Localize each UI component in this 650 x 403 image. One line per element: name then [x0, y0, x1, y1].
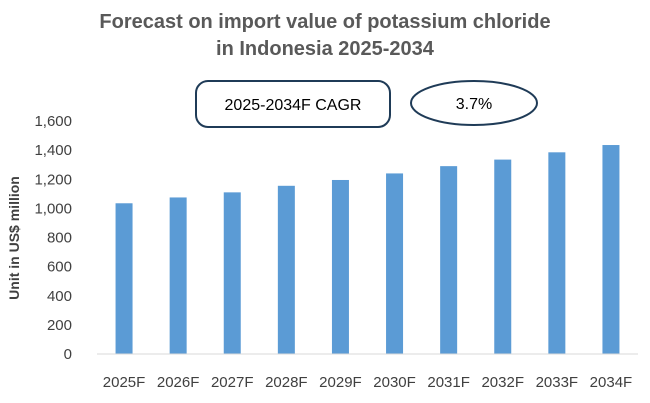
- x-tick-label: 2029F: [319, 374, 362, 391]
- y-tick-label: 1,600: [34, 113, 72, 130]
- y-axis-ticks: 0 200 400 600 800 1,000 1,200 1,400 1,600: [34, 113, 72, 363]
- chart-title-line2: in Indonesia 2025-2034: [216, 38, 435, 60]
- x-tick-label: 2026F: [157, 374, 200, 391]
- x-tick-label: 2032F: [481, 374, 524, 391]
- x-tick-label: 2028F: [265, 374, 308, 391]
- y-tick-label: 800: [47, 230, 72, 247]
- chart-title-line1: Forecast on import value of potassium ch…: [99, 11, 550, 33]
- x-tick-label: 2033F: [536, 374, 579, 391]
- y-tick-label: 1,000: [34, 200, 72, 217]
- x-tick-label: 2031F: [427, 374, 470, 391]
- y-tick-label: 0: [64, 346, 72, 363]
- cagr-value-ellipse: [410, 80, 538, 126]
- x-tick-label: 2034F: [590, 374, 633, 391]
- bar-2029F: [331, 179, 349, 354]
- cagr-label: 2025-2034F CAGR: [225, 97, 362, 114]
- bar-2031F: [440, 166, 458, 354]
- bar-2034F: [602, 145, 620, 354]
- x-axis-ticks: 2025F 2026F 2027F 2028F 2029F 2030F 2031F 2032F…: [103, 374, 632, 391]
- bar-2033F: [548, 152, 566, 354]
- bar-2032F: [494, 159, 512, 354]
- cagr-value: 3.7%: [456, 96, 492, 113]
- y-tick-label: 1,400: [34, 142, 72, 159]
- x-tick-label: 2027F: [211, 374, 254, 391]
- y-tick-label: 400: [47, 288, 72, 305]
- bar-2025F: [115, 203, 133, 354]
- bar-2027F: [223, 192, 241, 354]
- y-tick-label: 1,200: [34, 171, 72, 188]
- cagr-label-box: [195, 80, 391, 128]
- y-tick-label: 200: [47, 317, 72, 334]
- bar-2026F: [169, 197, 187, 354]
- y-tick-label: 600: [47, 259, 72, 276]
- bar-2030F: [386, 173, 404, 354]
- bar-2028F: [277, 185, 295, 354]
- y-axis-label: Unit in US$ million: [6, 176, 22, 300]
- x-tick-label: 2030F: [373, 374, 416, 391]
- bars: [115, 145, 620, 354]
- x-tick-label: 2025F: [103, 374, 146, 391]
